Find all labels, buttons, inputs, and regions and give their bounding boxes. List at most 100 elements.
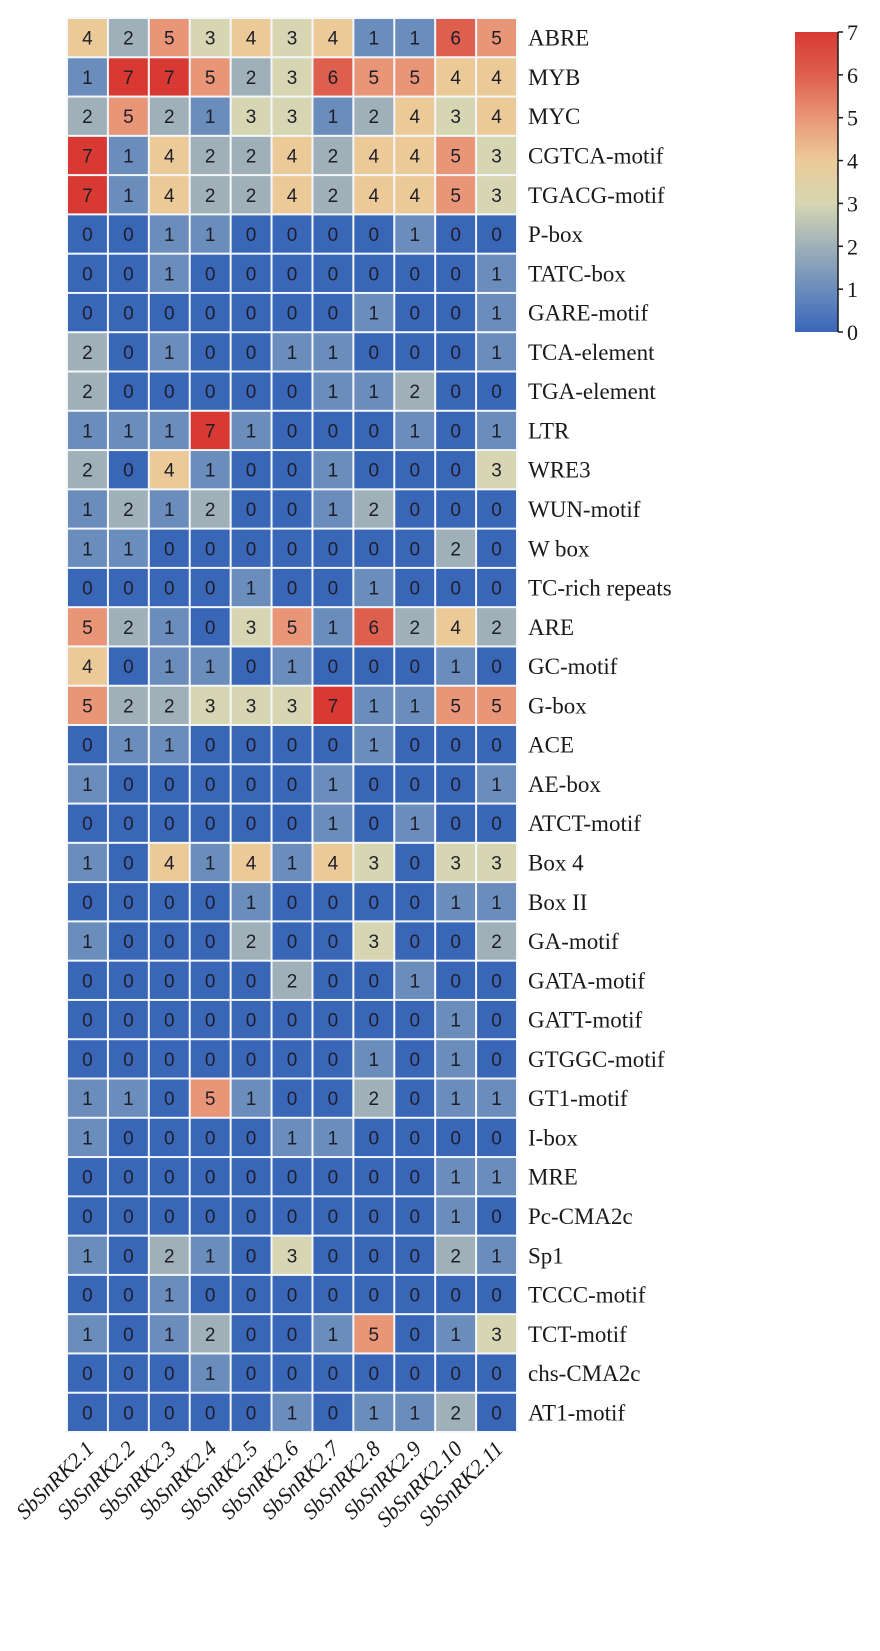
cell-value-label: 0 — [450, 932, 461, 953]
cell-rect — [436, 1236, 476, 1274]
cell-rect — [436, 19, 476, 57]
heatmap-cell: 0 — [477, 1118, 516, 1157]
heatmap-cell: 0 — [68, 961, 107, 999]
cell-rect — [313, 843, 353, 882]
heatmap-cell: 0 — [231, 254, 271, 292]
cell-rect — [190, 1000, 230, 1039]
cell-rect — [149, 726, 189, 764]
cell-rect — [395, 961, 435, 999]
heatmap-cell: 0 — [477, 490, 516, 528]
cell-value-label: 0 — [491, 1050, 502, 1071]
cell-value-label: 0 — [205, 1286, 216, 1307]
cell-rect — [108, 1197, 148, 1235]
cell-value-label: 0 — [205, 893, 216, 914]
cell-value-label: 0 — [328, 304, 339, 325]
heatmap-cell: 5 — [436, 176, 476, 214]
cell-value-label: 3 — [287, 696, 298, 717]
heatmap-cell: 0 — [436, 411, 476, 450]
cell-value-label: 1 — [164, 500, 175, 521]
cell-rect — [231, 1079, 271, 1117]
cell-value-label: 1 — [164, 1325, 175, 1346]
cell-value-label: 0 — [246, 1050, 257, 1071]
heatmap-cell: 0 — [190, 765, 230, 803]
cell-value-label: 0 — [287, 264, 298, 285]
heatmap-cell: 4 — [477, 97, 516, 135]
heatmap-cell: 1 — [272, 843, 312, 882]
heatmap-cell: 0 — [272, 1040, 312, 1078]
cell-value-label: 0 — [369, 461, 380, 482]
heatmap-cell: 0 — [354, 333, 394, 371]
heatmap-cell: 1 — [313, 608, 353, 646]
cell-value-label: 1 — [491, 1168, 502, 1189]
colorbar-legend: 0 1 2 3 4 5 6 7 — [795, 20, 858, 345]
heatmap-cell: 0 — [108, 1354, 148, 1392]
cell-value-label: 2 — [246, 932, 257, 953]
cell-rect — [108, 1275, 148, 1314]
cell-rect — [354, 136, 394, 175]
cell-value-label: 0 — [491, 579, 502, 600]
cell-value-label: 0 — [123, 657, 134, 678]
heatmap-cell: 0 — [231, 372, 271, 410]
cell-rect — [436, 1354, 476, 1392]
heatmap-cell: 0 — [354, 529, 394, 567]
cell-rect — [354, 1236, 394, 1274]
cell-rect — [477, 1158, 516, 1196]
heatmap-cell: 1 — [395, 411, 435, 450]
heatmap-cell: 0 — [190, 568, 230, 607]
cell-value-label: 0 — [123, 1286, 134, 1307]
cell-rect — [190, 1393, 230, 1431]
cell-rect — [313, 922, 353, 960]
cell-rect — [313, 1197, 353, 1235]
heatmap-cell: 1 — [313, 451, 353, 489]
cell-rect — [477, 1197, 516, 1235]
cell-rect — [68, 254, 107, 292]
heatmap-cell: 5 — [354, 58, 394, 96]
cell-rect — [477, 1079, 516, 1117]
cell-value-label: 0 — [123, 1325, 134, 1346]
heatmap-cell: 2 — [436, 1236, 476, 1274]
cell-rect — [272, 843, 312, 882]
cell-rect — [108, 1236, 148, 1274]
cell-value-label: 3 — [491, 1325, 502, 1346]
cell-rect — [190, 1236, 230, 1274]
heatmap-cell: 0 — [436, 804, 476, 842]
cell-rect — [313, 804, 353, 842]
heatmap-cell: 0 — [68, 883, 107, 921]
heatmap-cell: 3 — [231, 686, 271, 724]
cell-rect — [354, 451, 394, 489]
heatmap-cell: 7 — [313, 686, 353, 724]
cell-rect — [190, 490, 230, 528]
heatmap-cell: 0 — [395, 1158, 435, 1196]
cell-value-label: 5 — [205, 1089, 216, 1110]
cell-value-label: 3 — [246, 107, 257, 128]
cell-rect — [190, 765, 230, 803]
heatmap-cell: 0 — [436, 961, 476, 999]
cell-value-label: 0 — [205, 1128, 216, 1149]
cell-rect — [313, 19, 353, 57]
cell-rect — [477, 883, 516, 921]
heatmap-cell: 0 — [108, 1197, 148, 1235]
cell-value-label: 0 — [369, 657, 380, 678]
cell-rect — [190, 411, 230, 450]
heatmap-cell: 1 — [149, 215, 189, 253]
heatmap-cell: 1 — [477, 1236, 516, 1274]
heatmap-cell: 0 — [231, 1158, 271, 1196]
cell-rect — [272, 804, 312, 842]
cell-value-label: 0 — [164, 1128, 175, 1149]
cell-rect — [395, 372, 435, 410]
heatmap-cell: 1 — [190, 215, 230, 253]
heatmap-cell: 0 — [149, 922, 189, 960]
cell-value-label: 3 — [491, 461, 502, 482]
heatmap-cell: 0 — [272, 411, 312, 450]
cell-rect — [190, 372, 230, 410]
heatmap-cell: 1 — [313, 1118, 353, 1157]
heatmap-cell: 2 — [108, 686, 148, 724]
cell-value-label: 7 — [82, 146, 93, 167]
heatmap-cell: 0 — [108, 1236, 148, 1274]
cell-rect — [68, 883, 107, 921]
cell-rect — [149, 490, 189, 528]
heatmap-cell: 0 — [272, 765, 312, 803]
row-labels: ABRE MYB MYC CGTCA-motif TGACG-motif P-box TAT… — [528, 26, 672, 1426]
cell-rect — [395, 58, 435, 96]
heatmap-cell: 0 — [354, 1275, 394, 1314]
